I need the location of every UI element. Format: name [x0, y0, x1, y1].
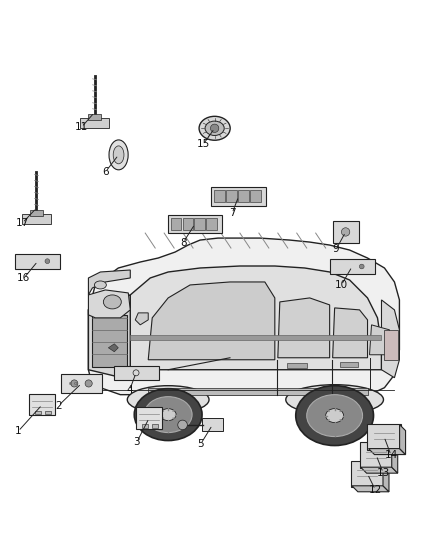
FancyBboxPatch shape [113, 366, 159, 380]
FancyBboxPatch shape [226, 190, 237, 202]
Text: 15: 15 [197, 139, 210, 149]
Polygon shape [88, 295, 130, 379]
FancyBboxPatch shape [202, 418, 223, 431]
Text: 10: 10 [335, 280, 348, 290]
Bar [148, 387, 367, 394]
Polygon shape [108, 344, 118, 352]
Polygon shape [381, 300, 399, 378]
FancyBboxPatch shape [250, 190, 261, 202]
FancyBboxPatch shape [238, 190, 249, 202]
Ellipse shape [326, 409, 343, 423]
FancyBboxPatch shape [330, 259, 374, 274]
Text: 8: 8 [180, 238, 187, 247]
Ellipse shape [134, 389, 202, 441]
FancyBboxPatch shape [170, 218, 181, 230]
Bar [287, 363, 307, 368]
FancyBboxPatch shape [183, 218, 193, 230]
Polygon shape [360, 467, 398, 473]
Bar [35, 411, 41, 414]
Circle shape [210, 124, 219, 133]
Polygon shape [370, 325, 389, 355]
Bar [142, 424, 148, 427]
Circle shape [342, 228, 350, 236]
Bar [45, 411, 50, 414]
Ellipse shape [103, 295, 121, 309]
Text: 11: 11 [75, 122, 88, 132]
Polygon shape [392, 443, 398, 473]
FancyBboxPatch shape [194, 218, 205, 230]
Ellipse shape [286, 385, 384, 415]
Polygon shape [135, 313, 148, 325]
Text: 1: 1 [15, 426, 21, 437]
Text: 7: 7 [229, 208, 235, 219]
Polygon shape [130, 335, 381, 340]
Text: 9: 9 [333, 245, 339, 254]
FancyBboxPatch shape [360, 442, 393, 468]
Text: 16: 16 [17, 273, 31, 283]
Circle shape [71, 380, 78, 387]
Ellipse shape [296, 386, 374, 446]
FancyBboxPatch shape [21, 214, 51, 224]
Bar [92, 315, 127, 367]
FancyBboxPatch shape [15, 254, 60, 269]
Circle shape [359, 264, 364, 269]
Text: 3: 3 [134, 437, 140, 447]
Text: 14: 14 [385, 450, 398, 460]
FancyBboxPatch shape [80, 118, 110, 128]
Polygon shape [399, 425, 406, 455]
Bar [339, 362, 357, 367]
Text: 13: 13 [377, 468, 390, 478]
Polygon shape [88, 290, 130, 318]
Polygon shape [88, 270, 130, 295]
Polygon shape [368, 449, 406, 455]
Polygon shape [332, 308, 367, 358]
Circle shape [85, 380, 92, 387]
Ellipse shape [95, 281, 106, 289]
Polygon shape [352, 486, 389, 492]
Ellipse shape [113, 146, 124, 164]
Polygon shape [383, 462, 389, 492]
FancyBboxPatch shape [136, 407, 162, 429]
Bar [385, 330, 399, 360]
FancyBboxPatch shape [332, 221, 359, 243]
FancyBboxPatch shape [211, 187, 266, 206]
Text: 2: 2 [55, 401, 62, 411]
FancyBboxPatch shape [88, 115, 101, 120]
Text: 6: 6 [102, 167, 109, 177]
Polygon shape [88, 238, 399, 394]
Ellipse shape [109, 140, 128, 170]
Ellipse shape [127, 386, 209, 414]
Circle shape [45, 259, 50, 264]
FancyBboxPatch shape [61, 374, 102, 393]
FancyBboxPatch shape [29, 394, 55, 415]
FancyBboxPatch shape [168, 215, 223, 233]
Ellipse shape [160, 409, 176, 421]
Text: 12: 12 [369, 485, 382, 495]
Text: 17: 17 [16, 218, 29, 228]
Ellipse shape [199, 116, 230, 140]
FancyBboxPatch shape [214, 190, 225, 202]
Text: 5: 5 [198, 439, 204, 449]
Ellipse shape [144, 397, 192, 433]
FancyBboxPatch shape [206, 218, 217, 230]
Circle shape [178, 420, 187, 430]
Bar [152, 424, 158, 427]
Polygon shape [278, 298, 330, 358]
Ellipse shape [307, 394, 363, 437]
FancyBboxPatch shape [30, 210, 43, 215]
FancyBboxPatch shape [351, 461, 384, 487]
Text: 4: 4 [126, 385, 133, 395]
FancyBboxPatch shape [367, 424, 401, 449]
Polygon shape [148, 282, 275, 360]
Text: o o: o o [69, 381, 78, 386]
Ellipse shape [205, 121, 224, 135]
Polygon shape [108, 266, 381, 370]
